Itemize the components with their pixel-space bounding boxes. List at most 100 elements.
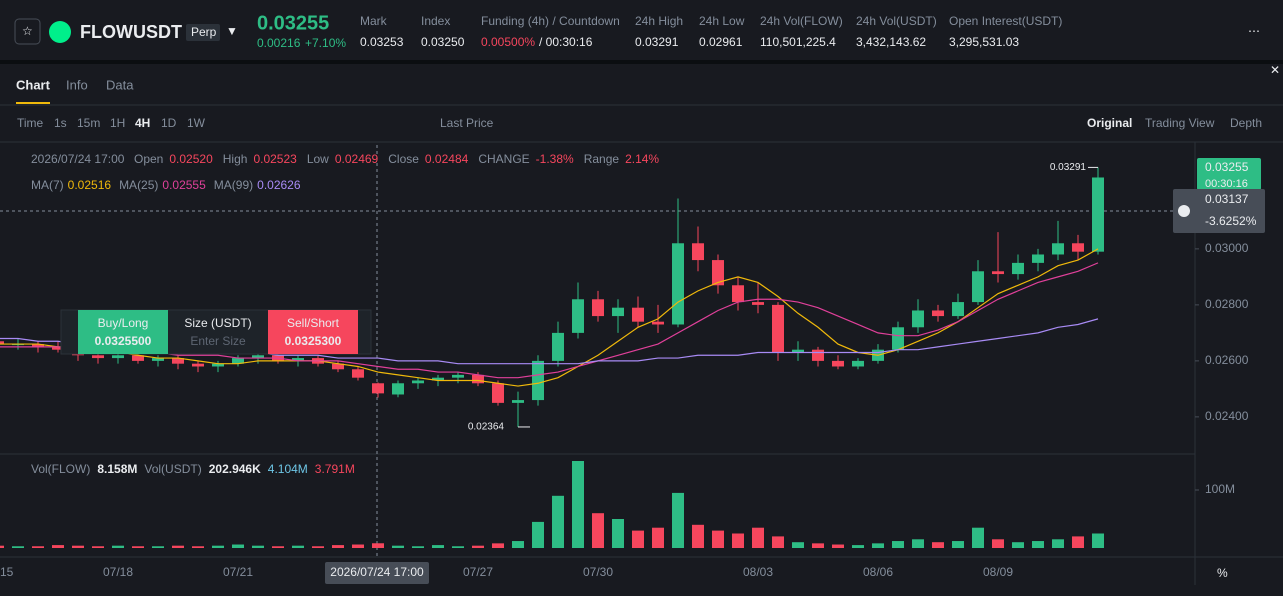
interval[interactable]: 4H — [135, 116, 150, 130]
volume-bar — [12, 546, 24, 548]
volume-bar — [72, 545, 84, 548]
candle-body — [432, 377, 444, 381]
volume-bar — [1032, 541, 1044, 548]
candle-body — [1072, 243, 1084, 252]
volume-bar — [992, 539, 1004, 548]
current-price: 0.03255 — [1205, 160, 1249, 174]
candle-body — [892, 327, 904, 350]
x-tick-label: 07/27 — [463, 565, 493, 579]
candle-body — [732, 285, 744, 303]
crosshair-date-tag — [325, 562, 429, 584]
y-tick-label: 0.02800 — [1205, 297, 1249, 311]
tab[interactable]: Info — [66, 77, 88, 92]
x-tick-label: 07/30 — [583, 565, 613, 579]
candle-body — [212, 363, 224, 367]
size-label: Size (USDT) — [184, 316, 251, 330]
candle-body — [232, 358, 244, 364]
candle-body — [252, 355, 264, 359]
volume-legend: 8.158M — [97, 462, 137, 476]
interval[interactable]: 15m — [77, 116, 100, 130]
candle-body — [492, 383, 504, 403]
interval[interactable]: 1H — [110, 116, 125, 130]
volume-bar — [572, 461, 584, 548]
volume-legend: Vol(FLOW) — [31, 462, 90, 476]
stat-label: 24h Vol(USDT) — [856, 14, 937, 28]
volume-bar — [132, 546, 144, 548]
volume-bar — [672, 492, 684, 548]
volume-bar — [612, 519, 624, 548]
candle-body — [812, 349, 824, 361]
buy-button[interactable] — [78, 310, 168, 354]
interval[interactable]: 1W — [187, 116, 206, 130]
stat-label: Open Interest(USDT) — [949, 14, 1062, 28]
interval[interactable]: 1D — [161, 116, 177, 130]
volume-legend: 4.104M — [268, 462, 308, 476]
candle-body — [92, 355, 104, 359]
symbol[interactable]: FLOWUSDT — [80, 22, 182, 42]
stat-value: 3,295,531.03 — [949, 35, 1019, 49]
buy-price: 0.0325500 — [95, 334, 152, 348]
percent-toggle[interactable]: % — [1217, 566, 1228, 580]
volume-bar — [732, 533, 744, 548]
tab[interactable]: Chart — [16, 77, 51, 92]
coin-icon — [49, 21, 71, 43]
volume-bar — [372, 543, 384, 548]
low-label: 0.02364 — [468, 422, 505, 433]
sell-button[interactable] — [268, 310, 358, 354]
view-option[interactable]: Depth — [1230, 116, 1262, 130]
size-input[interactable]: Enter Size — [190, 334, 246, 348]
volume-bar — [752, 527, 764, 548]
candle-body — [652, 321, 664, 325]
ma-line — [0, 262, 1099, 379]
readout-label: Close — [388, 152, 419, 166]
volume-bar — [472, 545, 484, 548]
candle-body — [32, 344, 44, 347]
volume-bar — [392, 545, 404, 548]
symbol-tag: Perp — [191, 25, 217, 39]
volume-bar — [832, 544, 844, 548]
view-option[interactable]: Original — [1087, 116, 1132, 130]
volume-bar — [232, 544, 244, 548]
stat-label: Funding (4h) / Countdown — [481, 14, 620, 28]
volume-bar — [92, 546, 104, 548]
stat-label: Mark — [360, 14, 388, 28]
y-tick-label: 100M — [1205, 482, 1235, 496]
volume-bar — [172, 545, 184, 548]
interval[interactable]: 1s — [54, 116, 67, 130]
ma-legend-name: MA(99) — [214, 178, 253, 192]
crosshair-date: 2026/07/24 17:00 — [330, 565, 424, 579]
candle-body — [772, 304, 784, 353]
volume-bar — [892, 541, 904, 548]
countdown: 00:30:16 — [1205, 178, 1248, 190]
interval: Time — [17, 116, 44, 130]
candle-body — [472, 374, 484, 384]
stat-value: 0.00500% — [481, 35, 535, 49]
price-change: 0.00216 — [257, 36, 301, 50]
candle-body — [52, 346, 64, 350]
x-tick-label: 07/21 — [223, 565, 253, 579]
more-icon[interactable]: ⋯ — [1248, 24, 1260, 38]
volume-bar — [492, 543, 504, 548]
close-icon[interactable]: ✕ — [1270, 63, 1280, 77]
tab[interactable]: Data — [106, 77, 134, 92]
candle-body — [392, 383, 404, 395]
ma-line — [0, 248, 1099, 387]
candle-body — [332, 363, 344, 370]
add-order-icon[interactable] — [1178, 205, 1190, 217]
candle-body — [852, 360, 864, 367]
plot-area — [0, 167, 1104, 548]
dropdown-icon[interactable]: ▼ — [226, 24, 238, 38]
volume-legend: 3.791M — [315, 462, 355, 476]
price-type[interactable]: Last Price — [440, 116, 494, 130]
volume-bar — [812, 543, 824, 548]
stat-extra: / 00:30:16 — [539, 35, 593, 49]
volume-bar — [852, 545, 864, 548]
readout-value: 2.14% — [625, 152, 659, 166]
view-option[interactable]: Trading View — [1145, 116, 1215, 130]
favorite-button[interactable] — [14, 18, 41, 45]
volume-bar — [152, 546, 164, 548]
x-tick-label: 08/06 — [863, 565, 893, 579]
sell-label: Sell/Short — [287, 316, 340, 330]
